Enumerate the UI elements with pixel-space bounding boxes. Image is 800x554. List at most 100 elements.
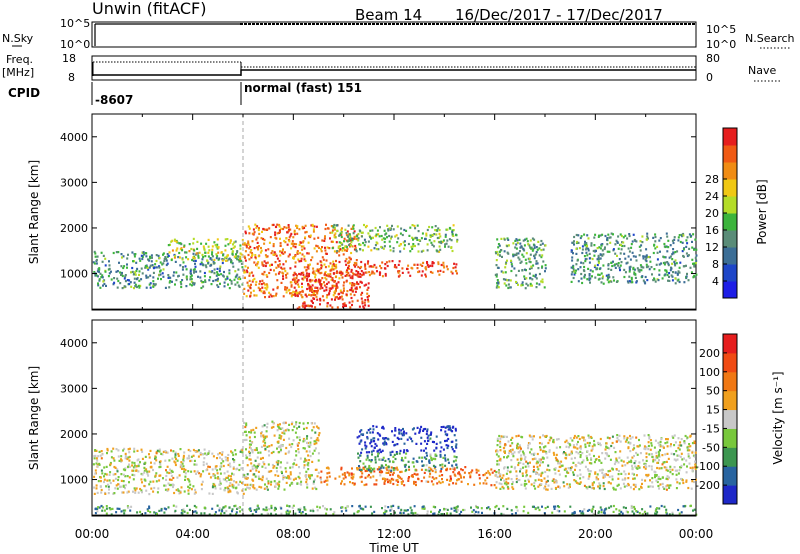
velocity-cell [552,478,555,481]
power-cell [134,273,137,276]
velocity-cell [322,505,324,508]
velocity-cell [124,484,127,487]
velocity-cell [131,461,134,464]
velocity-cell [371,453,373,456]
velocity-cell [564,452,567,455]
velocity-cell [422,429,425,432]
velocity-cell [287,475,289,478]
power-cell [306,287,309,291]
power-cell [524,258,527,261]
velocity-cell [594,472,597,475]
power-cell [382,247,385,250]
velocity-cell [289,477,292,480]
power-cell [193,257,196,260]
velocity-cell [558,473,561,476]
velocity-cell [501,436,504,439]
velocity-cell [245,424,248,427]
power-cell [307,241,310,244]
velocity-cell [559,446,562,449]
velocity-cell [677,447,680,450]
velocity-cell [184,472,187,475]
velocity-cell [475,471,478,474]
velocity-cell [661,445,664,448]
power-cell [131,270,134,273]
velocity-cell [435,435,438,438]
velocity-cell [499,449,502,452]
power-cell [239,244,242,247]
velocity-cell [261,479,264,482]
power-cell [344,274,347,277]
power-cell [227,283,229,286]
nsearch-tick-bottom: 10^0 [706,38,736,51]
velocity-cell [567,441,570,444]
velocity-cell [297,442,300,445]
velocity-cell [264,483,266,486]
velocity-cell [94,469,97,472]
velocity-cell [276,470,278,473]
power-cell [257,248,260,251]
power-cell [582,262,585,265]
velocity-cell [444,454,446,457]
power-cell [98,279,101,282]
velocity-cell [108,473,111,476]
power-cell [355,248,358,252]
velocity-cell [340,510,343,513]
power-cell [584,248,587,251]
power-cell [511,265,514,268]
power-cell [227,258,230,261]
velocity-cell [678,512,681,515]
velocity-cell [364,465,367,468]
velocity-cell [367,429,370,432]
velocity-cell [506,469,509,472]
velocity-cell [93,486,96,489]
velocity-cell [254,475,257,478]
power-cell [378,273,381,276]
velocity-cell [390,466,393,469]
velocity-cell [233,460,236,464]
power-cell [360,293,363,296]
velocity-cell [382,456,385,459]
velocity-cell [378,466,381,469]
velocity-cell [256,465,259,468]
power-cell [263,238,266,242]
power-cell [115,270,118,273]
power-cell [255,238,258,241]
velocity-cell [189,449,192,453]
velocity-cell [586,468,589,471]
velocity-cell [529,435,532,438]
velocity-cell [500,435,503,438]
velocity-cell [509,450,512,453]
velocity-cell [270,444,273,447]
power-cell [363,307,366,310]
power-cell [532,264,535,267]
power-cell [306,279,309,282]
velocity-cell [548,449,551,452]
velocity-cell [632,488,635,491]
power-cell [110,278,113,281]
power-cell [159,270,161,273]
power-cell [174,254,177,257]
velocity-cell [122,509,125,512]
velocity-cell [279,466,282,469]
power-cell [333,235,336,239]
velocity-cell [678,482,681,485]
velocity-cell [268,470,271,473]
power-cell [93,271,96,274]
power-cell [431,243,434,246]
velocity-cell [155,480,158,483]
power-cell [375,233,378,236]
velocity-cell [649,485,652,488]
velocity-cell [677,437,680,440]
velocity-cell [617,477,620,480]
power-cell [327,265,330,268]
power-cell [140,278,143,281]
power-cell [403,228,406,232]
power-cell [453,262,456,265]
velocity-cell [168,471,171,475]
power-cell [190,274,193,277]
velocity-cell [449,475,452,478]
power-cell [354,246,357,250]
power-cell [599,257,602,260]
velocity-cell [217,476,220,479]
velocity-cell [101,472,104,475]
